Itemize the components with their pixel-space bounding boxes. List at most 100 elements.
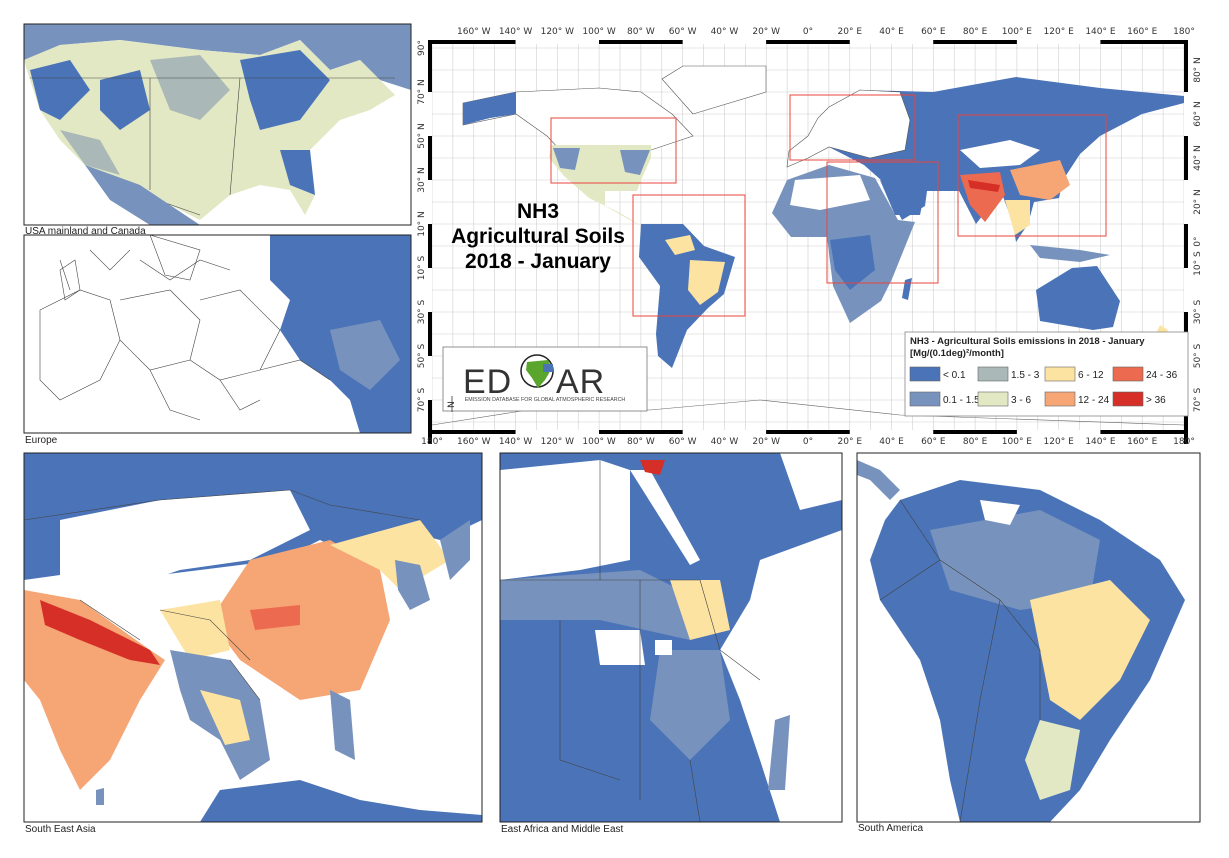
legend-label: 1.5 - 3: [1011, 370, 1040, 381]
edge-bar-left: [428, 136, 432, 180]
indonesia: [1030, 245, 1110, 262]
inset-frame: [499, 452, 843, 823]
usa-low-emission-area: [30, 50, 330, 195]
sahara-no-data: [790, 175, 870, 210]
lat-label-right: 40° N: [1193, 145, 1203, 171]
usa-borders: [30, 77, 395, 216]
lon-label-top: 160° W: [457, 27, 491, 37]
china-agri: [1010, 160, 1070, 200]
legend-label: < 0.1: [943, 370, 966, 381]
persian-gulf-sea: [780, 453, 842, 510]
lon-label-bottom: 100° W: [582, 437, 616, 447]
edge-bar-bottom: [766, 430, 850, 434]
logo-text-ed: ED: [463, 363, 512, 401]
thailand-agri: [200, 690, 250, 745]
lon-label-top: 180°: [1173, 27, 1195, 37]
inset-extent-boxes: [550, 94, 1107, 317]
edge-bar-left: [428, 180, 432, 224]
lat-label-left: 50° N: [417, 123, 427, 149]
title-line-1: NH3: [517, 200, 559, 223]
china-hotspot: [250, 605, 300, 630]
lat-label-left: 70° S: [417, 387, 427, 412]
lat-label-left: 10° N: [417, 211, 427, 237]
pampas-agri: [1025, 720, 1080, 800]
legend-label: > 36: [1146, 395, 1166, 406]
africa-extent-box: [826, 161, 939, 284]
legend-swatch: [909, 391, 941, 407]
edge-bar-left: [428, 268, 432, 312]
country-borders: [24, 489, 421, 701]
tibet-desert-no-data: [60, 490, 310, 590]
australia: [1036, 266, 1120, 330]
usa-extent-box: [550, 117, 677, 184]
sri-lanka: [96, 788, 104, 805]
edge-bar-right: [1184, 136, 1188, 180]
legend-label: 6 - 12: [1078, 370, 1104, 381]
lon-label-bottom: 20° W: [752, 437, 780, 447]
europe-no-data: [786, 89, 911, 168]
legend-swatch: [977, 366, 1009, 382]
lon-label-top: 80° W: [627, 27, 655, 37]
inset-east-africa-middle-east: East Africa and Middle East: [499, 452, 843, 835]
edge-bar-top: [849, 40, 934, 44]
inset-frame: [23, 234, 412, 434]
edge-bar-right: [1184, 268, 1188, 312]
brazil-agri: [1030, 580, 1150, 720]
east-africa-mixed: [650, 650, 730, 760]
scandinavia-outline: [149, 235, 201, 281]
edge-bar-bottom: [1016, 430, 1101, 434]
lon-label-bottom: 180°: [421, 437, 443, 447]
coordinate-labels: 160° W 140° W 120° W 100° W 80° W 60° W 40° W 2…: [417, 27, 1203, 447]
north-america-alaska: [463, 92, 516, 125]
lon-label-bottom: 60° E: [921, 437, 946, 447]
inset-label: Europe: [25, 435, 58, 446]
inset-usa-canada: USA mainland and Canada: [23, 23, 412, 237]
lon-label-top: 20° E: [838, 27, 863, 37]
edge-bar-left: [428, 400, 432, 444]
lat-label-left: 50° S: [417, 343, 427, 368]
country-borders: [879, 499, 1041, 822]
inset-label: South East Asia: [25, 824, 96, 835]
indo-gangetic-high: [40, 600, 160, 665]
edge-bar-bottom: [432, 430, 516, 434]
ethiopia-agri: [670, 580, 730, 640]
edge-bar-bottom: [933, 430, 1017, 434]
lon-label-bottom: 40° E: [879, 437, 904, 447]
uk-outline: [59, 259, 81, 301]
legend-swatch: [1112, 391, 1144, 407]
map-edge-scale: [428, 40, 1188, 444]
lon-label-bottom: 140° E: [1085, 437, 1116, 447]
legend-swatch: [1044, 391, 1076, 407]
lat-label-right: 50° S: [1193, 343, 1203, 368]
lon-label-bottom: 20° E: [838, 437, 863, 447]
edge-bar-right: [1184, 48, 1188, 92]
lat-label-right: 20° N: [1193, 189, 1203, 215]
se-asia-extent-box: [957, 114, 1107, 237]
edge-bar-left: [428, 356, 432, 400]
southeast-asia-agri: [1005, 200, 1030, 235]
lon-label-top: 80° E: [963, 27, 988, 37]
lon-label-bottom: 120° E: [1044, 437, 1075, 447]
lon-label-bottom: 160° E: [1127, 437, 1158, 447]
lon-label-top: 120° W: [541, 27, 575, 37]
lon-label-top: 100° W: [582, 27, 616, 37]
title-line-2: Agricultural Soils: [451, 225, 625, 248]
edge-bar-bottom: [849, 430, 934, 434]
edge-bar-bottom: [599, 430, 683, 434]
nile-delta-high: [640, 460, 665, 475]
lon-label-top: 140° W: [499, 27, 533, 37]
edgar-logo: ED AR EMISSION DATABASE FOR GLOBAL ATMOS…: [442, 346, 648, 412]
greenland: [661, 65, 767, 115]
china-yellow: [160, 520, 450, 660]
edge-bar-bottom: [1100, 430, 1184, 434]
edge-bar-top: [432, 40, 516, 44]
edge-bar-top: [599, 40, 683, 44]
lat-label-left: 30° S: [417, 299, 427, 324]
map-title: NH3 Agricultural Soils 2018 - January: [451, 200, 625, 273]
congo-no-data: [595, 630, 645, 665]
lat-label-right: 0°: [1193, 236, 1203, 246]
edge-bar-left: [428, 312, 432, 356]
lake-victoria: [655, 640, 672, 655]
sahel-mixed: [500, 570, 700, 640]
lon-label-bottom: 60° W: [669, 437, 697, 447]
